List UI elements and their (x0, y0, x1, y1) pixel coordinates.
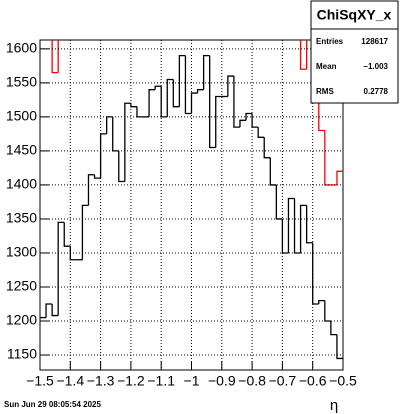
bin (57, 40, 59, 73)
y-tick-label: 1500 (6, 108, 37, 124)
y-tick-label: 1400 (6, 176, 37, 192)
stats-value: 0.2778 (364, 87, 389, 96)
bin (287, 197, 295, 253)
y-tick-label: 1250 (6, 278, 37, 294)
bin (148, 89, 156, 117)
bin (318, 299, 325, 304)
bin (154, 85, 162, 90)
bin (160, 86, 168, 118)
bin (324, 300, 331, 322)
bin (45, 303, 53, 318)
bin (324, 130, 331, 186)
bin (118, 150, 125, 183)
bin (336, 170, 343, 185)
y-tick-label: 1550 (6, 74, 37, 90)
bin (196, 89, 204, 94)
stats-label: RMS (316, 87, 334, 96)
bin (106, 116, 113, 134)
bin (172, 79, 180, 108)
x-tick-label: −1.3 (87, 373, 115, 389)
stats-label: Entries (316, 37, 344, 46)
bin (293, 198, 301, 254)
bin (190, 92, 198, 114)
x-tick-label: −1.5 (26, 373, 54, 389)
stats-title: ChiSqXY_x (317, 7, 392, 23)
x-tick-label: −1 (184, 373, 200, 389)
x-tick-label: −1.4 (56, 373, 84, 389)
bin (227, 75, 234, 97)
stats-value: −1.003 (363, 62, 388, 71)
bin (305, 205, 313, 244)
bin (51, 304, 59, 317)
bin (281, 218, 289, 254)
bin (112, 116, 119, 152)
y-tick-label: 1300 (6, 244, 37, 260)
y-tick-label: 1150 (7, 346, 37, 362)
bin (336, 334, 343, 360)
bin (269, 157, 277, 186)
bin (312, 242, 319, 305)
y-tick-label: 1350 (6, 210, 37, 226)
bin (209, 55, 216, 149)
bin (215, 95, 222, 148)
bin (251, 113, 259, 128)
bin (239, 119, 247, 128)
y-tick-label: 1600 (6, 40, 37, 56)
stats-frame (310, 0, 399, 104)
x-tick-label: −0.9 (208, 373, 236, 389)
stats-box: ChiSqXY_x Entries 128617 Mean −1.003 RMS 0.27… (310, 0, 399, 104)
x-tick-label: −1.1 (147, 373, 175, 389)
x-tick-label: −0.5 (329, 373, 357, 389)
bin (299, 204, 307, 253)
x-tick-label: −1.2 (117, 373, 145, 389)
bin (166, 78, 174, 117)
bin (202, 54, 210, 90)
stats-value: 128617 (361, 37, 388, 46)
bin (233, 76, 240, 128)
bin (87, 174, 95, 206)
bin (63, 222, 71, 247)
y-tick-label: 1450 (6, 142, 37, 158)
bin (263, 137, 271, 159)
bin (184, 55, 192, 115)
bin (299, 40, 307, 70)
bin (245, 112, 253, 121)
bin (81, 204, 89, 260)
bin (93, 174, 101, 179)
stats-label: Mean (316, 62, 337, 71)
bin (51, 40, 59, 74)
x-tick-label: −0.8 (238, 373, 266, 389)
bin (57, 221, 65, 316)
footer-date: Sun Jun 29 08:05:54 2025 (4, 400, 101, 409)
histogram (40, 40, 343, 360)
x-tick-label: −0.7 (269, 373, 297, 389)
x-axis-label: η (330, 397, 338, 414)
x-tick-label: −0.6 (299, 373, 327, 389)
axes: −1.5 −1.4 −1.3 −1.2 −1.1 −1 −0.9 −0.8 −0.7 −0.6 −0… (6, 40, 357, 389)
bin (257, 127, 265, 138)
bin (275, 184, 283, 220)
bin (136, 106, 144, 118)
bin (305, 40, 308, 70)
y-tick-label: 1200 (6, 312, 37, 328)
bin (178, 54, 186, 107)
bin (124, 102, 131, 182)
bin (330, 321, 337, 336)
bin (130, 103, 137, 108)
bin (99, 133, 107, 179)
stats-rows: Entries 128617 Mean −1.003 RMS 0.2778 (316, 37, 389, 96)
